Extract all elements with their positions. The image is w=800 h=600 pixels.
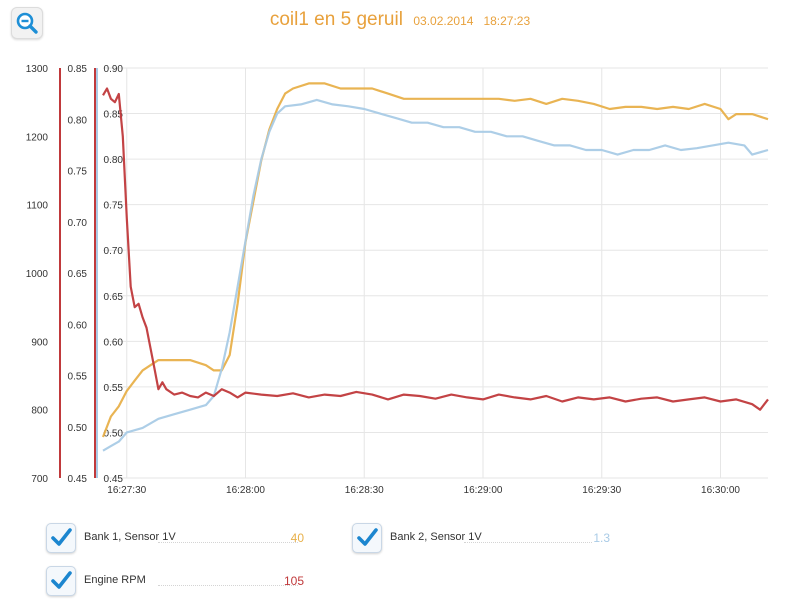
y-tick-label-bank2: 0.85 — [104, 110, 124, 121]
chart-title: coil1 en 5 geruil — [269, 9, 403, 30]
y-tick-label-bank1: 0.55 — [68, 372, 88, 383]
legend-value-engine-rpm: 105 — [283, 574, 304, 588]
y-tick-label-bank1: 0.60 — [68, 320, 88, 331]
legend-leader — [158, 542, 298, 543]
magnifier-minus-icon — [16, 12, 38, 34]
y-tick-label-bank1: 0.70 — [68, 218, 88, 229]
y-tick-label-bank2: 0.75 — [104, 201, 124, 212]
y-tick-label-rpm: 1000 — [26, 269, 49, 280]
x-tick-label: 16:29:00 — [464, 485, 503, 496]
legend-label-bank-1: Bank 1, Sensor 1V — [84, 531, 176, 543]
y-tick-label-bank2: 0.90 — [104, 64, 124, 75]
y-tick-label-rpm: 1100 — [26, 201, 48, 212]
y-tick-label-bank2: 0.70 — [104, 246, 124, 257]
series-line-1 — [101, 82, 769, 438]
y-tick-label-bank2: 0.65 — [104, 292, 124, 303]
legend-label-bank-2: Bank 2, Sensor 1V — [390, 531, 482, 543]
y-tick-label-bank2: 0.80 — [104, 155, 124, 166]
y-tick-label-bank2: 0.55 — [104, 383, 124, 394]
checkmark-icon — [51, 528, 72, 546]
x-tick-label: 16:28:00 — [226, 485, 265, 496]
y-tick-label-bank2: 0.60 — [104, 337, 124, 348]
series-line-3 — [102, 87, 769, 411]
chart-date: 03.02.2014 — [413, 14, 474, 28]
checkmark-icon — [357, 528, 378, 546]
y-tick-label-bank2: 0.45 — [104, 474, 124, 485]
y-tick-label-rpm: 800 — [31, 406, 48, 417]
checkmark-icon — [51, 571, 72, 589]
legend-label-engine-rpm: Engine RPM — [84, 574, 146, 586]
x-tick-label: 16:30:00 — [701, 485, 740, 496]
y-tick-label-bank2: 0.50 — [104, 428, 124, 439]
legend-leader — [158, 585, 298, 586]
chart-time: 18:27:23 — [483, 14, 531, 28]
zoom-out-button[interactable] — [11, 7, 43, 39]
line-chart: 16:27:30 16:28:00 16:28:30 16:29:00 16:29:30… — [26, 64, 769, 496]
y-tick-label-rpm: 1300 — [26, 64, 49, 75]
legend-value-bank-1: 40 — [290, 531, 304, 545]
y-tick-label-bank1: 0.85 — [68, 64, 88, 75]
legend-checkbox-bank-1[interactable] — [46, 523, 76, 553]
y-tick-label-bank1: 0.50 — [68, 423, 88, 434]
legend-checkbox-bank-2[interactable] — [352, 523, 382, 553]
x-tick-label: 16:28:30 — [345, 485, 384, 496]
chart-header: coil1 en 5 geruil 03.02.2014 18:27:23 — [0, 9, 800, 31]
legend-checkbox-engine-rpm[interactable] — [46, 566, 76, 596]
y-tick-label-bank1: 0.80 — [68, 115, 88, 126]
y-tick-label-rpm: 900 — [31, 337, 48, 348]
series-line-2 — [102, 98, 769, 452]
x-tick-label: 16:29:30 — [582, 485, 621, 496]
x-tick-label: 16:27:30 — [107, 485, 146, 496]
legend-leader — [464, 542, 592, 543]
y-tick-label-rpm: 1200 — [26, 132, 49, 143]
y-tick-label-bank1: 0.75 — [68, 167, 88, 178]
y-tick-label-bank1: 0.45 — [68, 474, 88, 485]
y-tick-label-rpm: 700 — [31, 474, 48, 485]
chart-timestamp: 03.02.2014 18:27:23 — [413, 14, 530, 28]
legend-value-bank-2: 1.3 — [593, 531, 610, 545]
y-tick-label-bank1: 0.65 — [68, 269, 88, 280]
